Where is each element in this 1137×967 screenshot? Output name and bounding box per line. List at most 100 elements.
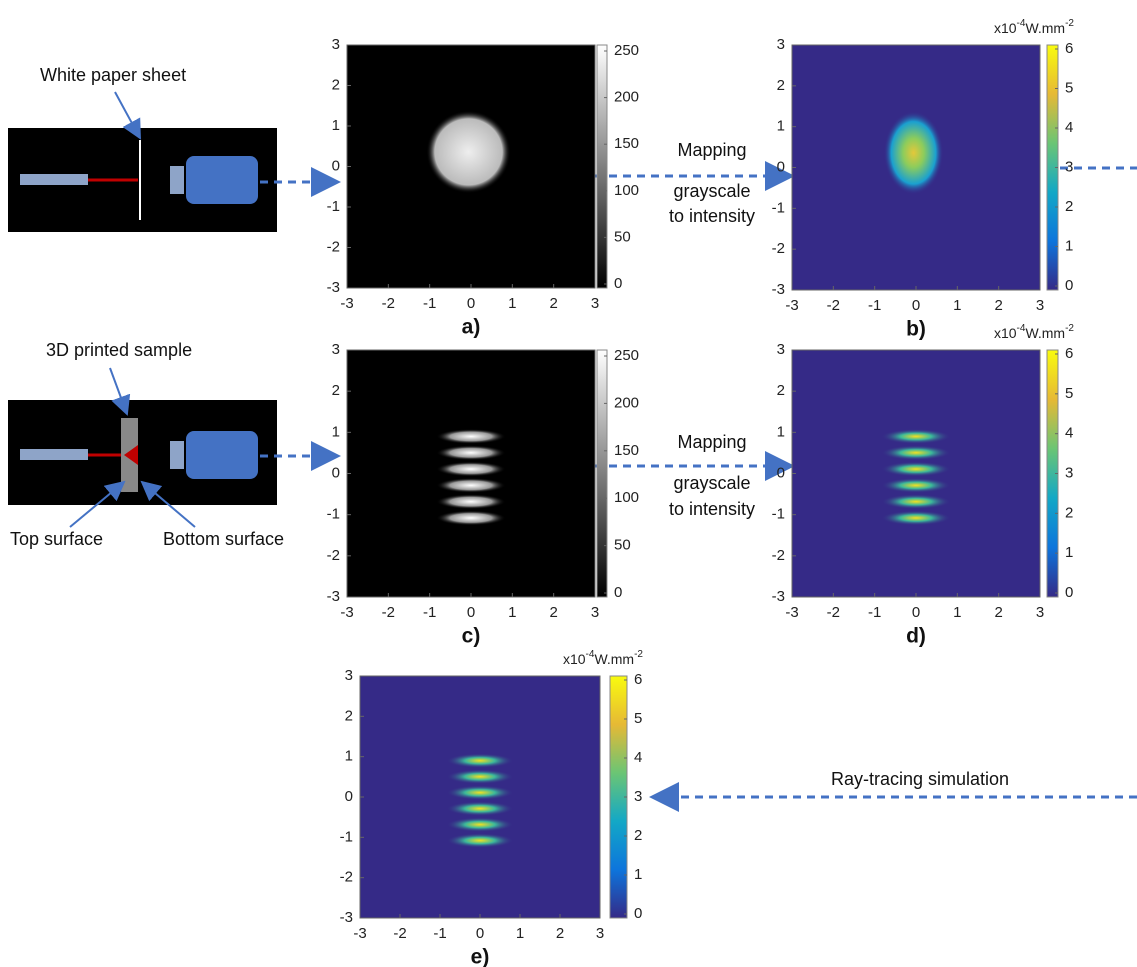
x-tick-label: -1 (868, 604, 881, 621)
x-tick-label: 1 (953, 604, 961, 621)
setup-label: White paper sheet (40, 65, 186, 85)
fringe (881, 445, 951, 461)
y-tick-label: -1 (772, 199, 785, 216)
mapping-label: to intensity (669, 206, 755, 226)
y-tick-label: -3 (327, 279, 340, 296)
panel-caption: e) (471, 946, 490, 967)
y-tick-label: -1 (772, 506, 785, 523)
colorbar-tick-label: 0 (1065, 584, 1073, 601)
y-tick-label: 3 (345, 667, 353, 684)
x-tick-label: -3 (340, 295, 353, 312)
colorbar-tick-label: 150 (614, 442, 639, 459)
unit-part: -4 (586, 649, 595, 660)
colorbar-unit: x10-4W.mm-2 (563, 649, 643, 667)
beam-spot (426, 110, 511, 194)
colorbar-tick-label: 1 (634, 866, 642, 883)
simulation-label: Ray-tracing simulation (831, 769, 1009, 789)
x-tick-label: -3 (353, 925, 366, 942)
x-tick-label: -2 (382, 295, 395, 312)
x-tick-label: 1 (508, 604, 516, 621)
y-tick-label: 1 (777, 118, 785, 135)
y-tick-label: 1 (332, 117, 340, 134)
unit-part: -2 (634, 649, 643, 660)
colorbar-tick-label: 4 (1065, 119, 1073, 136)
panel-caption: b) (906, 318, 926, 341)
x-tick-label: 1 (508, 295, 516, 312)
fringe (881, 477, 951, 493)
colorbar-tick-label: 100 (614, 182, 639, 199)
colorbar-tick-label: 5 (1065, 385, 1073, 402)
mapping-label: Mapping (677, 432, 746, 452)
colorbar (596, 349, 608, 598)
unit-part: x10 (994, 325, 1017, 341)
colorbar-tick-label: 50 (614, 537, 631, 554)
x-tick-label: 0 (467, 295, 475, 312)
y-tick-label: 3 (332, 36, 340, 53)
mapping-label: grayscale (673, 473, 750, 493)
beam-spot (883, 111, 944, 195)
y-tick-label: -1 (340, 828, 353, 845)
y-tick-label: 0 (332, 464, 340, 481)
x-tick-label: 2 (549, 295, 557, 312)
x-tick-label: 0 (467, 604, 475, 621)
setup-label: 3D printed sample (46, 340, 192, 360)
mapping-label: Mapping (677, 140, 746, 160)
y-tick-label: -2 (327, 547, 340, 564)
y-tick-label: 0 (777, 158, 785, 175)
setup-label: Top surface (10, 529, 103, 549)
unit-part: -4 (1017, 18, 1026, 29)
unit-part: x10 (994, 20, 1017, 36)
fringe (436, 510, 506, 526)
fringe (446, 801, 514, 816)
x-tick-label: -1 (433, 925, 446, 942)
x-tick-label: 0 (476, 925, 484, 942)
setup-diagram-bottom (8, 400, 277, 505)
colorbar-tick-label: 6 (1065, 40, 1073, 57)
panel-caption: c) (462, 625, 481, 648)
colorbar-tick-label: 2 (1065, 198, 1073, 215)
colorbar-tick-label: 2 (1065, 504, 1073, 521)
y-tick-label: 3 (777, 341, 785, 358)
y-tick-label: 1 (777, 423, 785, 440)
y-tick-label: 2 (777, 77, 785, 94)
x-tick-label: -2 (827, 297, 840, 314)
x-tick-label: 1 (953, 297, 961, 314)
colorbar-tick-label: 0 (634, 905, 642, 922)
y-tick-label: 2 (332, 382, 340, 399)
x-tick-label: 3 (591, 295, 599, 312)
x-tick-label: 2 (556, 925, 564, 942)
x-tick-label: 3 (591, 604, 599, 621)
y-tick-label: 1 (332, 423, 340, 440)
y-tick-label: -2 (772, 547, 785, 564)
y-tick-label: -2 (327, 238, 340, 255)
y-tick-label: -3 (340, 909, 353, 926)
x-tick-label: -3 (785, 604, 798, 621)
unit-part: -2 (1065, 18, 1074, 29)
fringe (436, 477, 506, 493)
colorbar-tick-label: 3 (1065, 464, 1073, 481)
colorbar-tick-label: 0 (614, 275, 622, 292)
x-tick-label: -2 (393, 925, 406, 942)
colorbar-tick-label: 100 (614, 489, 639, 506)
colorbar-tick-label: 150 (614, 135, 639, 152)
mapping-label: to intensity (669, 499, 755, 519)
colorbar-tick-label: 5 (634, 710, 642, 727)
y-tick-label: 2 (777, 382, 785, 399)
setup-label: Bottom surface (163, 529, 284, 549)
y-tick-label: -3 (772, 588, 785, 605)
panel-caption: d) (906, 625, 926, 648)
y-tick-label: 2 (332, 76, 340, 93)
unit-part: W.mm (1025, 20, 1065, 36)
x-tick-label: 0 (912, 297, 920, 314)
unit-part: x10 (563, 651, 586, 667)
y-tick-label: 0 (332, 157, 340, 174)
colorbar-tick-label: 3 (634, 788, 642, 805)
colorbar-tick-label: 2 (634, 827, 642, 844)
fringe (446, 785, 514, 800)
fringe (436, 429, 506, 444)
colorbar-tick-label: 250 (614, 42, 639, 59)
x-tick-label: -1 (423, 295, 436, 312)
colorbar-tick-label: 6 (1065, 345, 1073, 362)
fringe (446, 817, 514, 832)
colorbar (596, 44, 608, 289)
